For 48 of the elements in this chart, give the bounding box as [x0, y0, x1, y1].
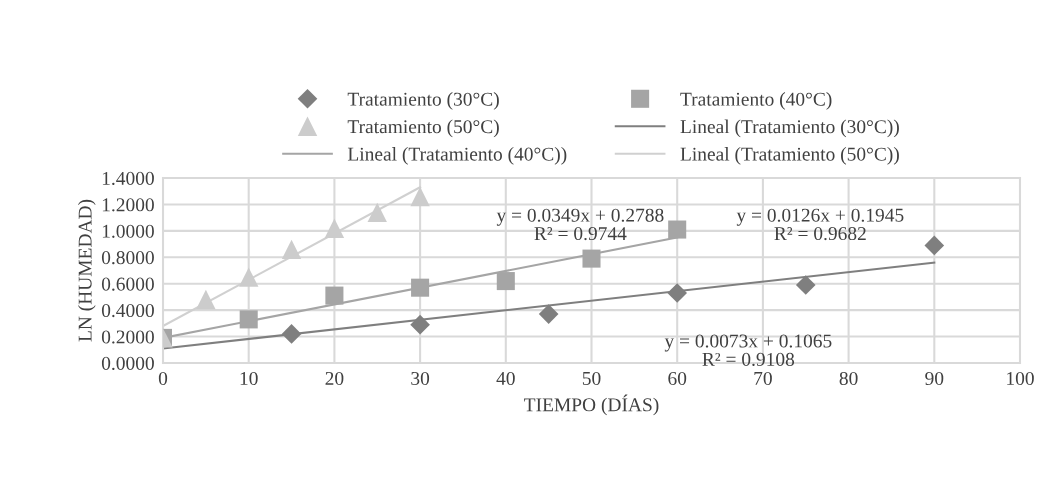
point: [238, 267, 259, 287]
point: [496, 272, 515, 291]
x-tick-label: 70: [754, 371, 772, 386]
legend-label: Tratamiento (40°C): [680, 92, 832, 110]
y-tick-label: 1.2000: [102, 198, 154, 212]
y-tick-label: 0.4000: [101, 303, 154, 318]
y-tick-label: 1.0000: [102, 224, 154, 238]
x-tick-label: 90: [925, 371, 944, 386]
point: [239, 310, 258, 329]
point: [367, 202, 387, 223]
annotation: y = 0.0349x + 0.2788 R² = 0.9744: [496, 208, 664, 241]
point: [325, 286, 344, 305]
point: [924, 235, 945, 256]
legend-label: Lineal (Tratamiento (40°C)): [347, 147, 567, 165]
y-axis-title: LN (HUMEDAD): [78, 199, 96, 342]
y-tick-label: 1.4000: [102, 171, 154, 186]
x-tick-label: 60: [668, 371, 687, 386]
x-axis-title: TIEMPO (DÍAS): [524, 394, 659, 416]
x-tick-label: 10: [240, 371, 258, 386]
point: [281, 324, 302, 344]
legend-label: Tratamiento (50°C): [347, 119, 499, 138]
annotation: y = 0.0073x + 0.1065 R² = 0.9108: [664, 334, 832, 367]
point: [281, 239, 302, 260]
x-tick-label: 30: [411, 371, 430, 386]
point: [582, 249, 601, 268]
legend-label: Lineal (Tratamiento (30°C)): [680, 119, 899, 138]
x-tick-label: 100: [1007, 371, 1034, 386]
point: [667, 283, 688, 303]
y-tick-label: 0.2000: [101, 330, 154, 344]
point: [411, 278, 430, 297]
legend-label: Tratamiento (30°C): [347, 92, 499, 110]
point: [410, 186, 430, 207]
x-tick-label: 40: [496, 371, 515, 386]
legend-label: Lineal (Tratamiento (50°C)): [680, 147, 899, 165]
point: [196, 289, 216, 310]
point: [795, 275, 816, 295]
y-tick-label: 0.0000: [101, 356, 154, 371]
y-tick-label: 0.6000: [101, 277, 154, 291]
annotation: y = 0.0126x + 0.1945 R² = 0.9682: [736, 208, 904, 241]
y-tick-label: 0.8000: [101, 251, 154, 265]
x-tick-label: 20: [325, 371, 344, 386]
x-tick-label: 50: [582, 371, 601, 386]
point: [538, 304, 559, 324]
point: [324, 218, 345, 238]
x-tick-label: 80: [839, 371, 858, 386]
point: [668, 220, 687, 239]
point: [410, 314, 430, 335]
x-tick-label: 0: [158, 371, 168, 386]
